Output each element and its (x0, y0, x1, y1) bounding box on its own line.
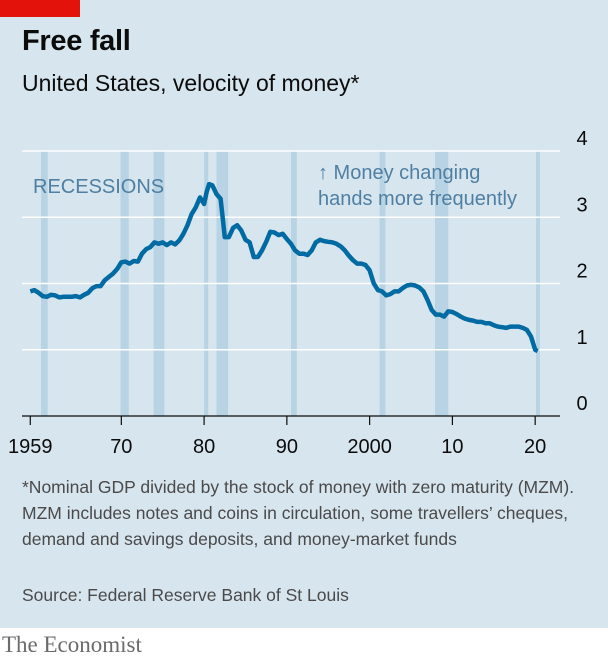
source-note: Source: Federal Reserve Bank of St Louis (22, 585, 349, 605)
brand-red-tag (0, 0, 80, 17)
footnote: *Nominal GDP divided by the stock of mon… (22, 477, 575, 549)
y-tick-label-0: 0 (576, 393, 587, 415)
y-tick-label-3: 3 (576, 194, 587, 216)
y-tick-label-4: 4 (576, 128, 587, 150)
brand-wordmark: The Economist (2, 632, 142, 657)
series-layer (29, 181, 539, 354)
line-chart: 0 1 2 3 4 1959 70 80 90 2000 10 20 RECESSIONS ↑ Mo… (8, 128, 588, 458)
x-axis-ticks: 1959 70 80 90 2000 10 20 (8, 416, 546, 458)
x-tick-label-80: 80 (193, 436, 215, 458)
x-tick-label-20: 20 (524, 436, 546, 458)
annotation-line-2: hands more frequently (318, 188, 517, 210)
y-tick-label-2: 2 (576, 261, 587, 283)
recessions-label: RECESSIONS (33, 176, 164, 198)
x-tick-label-90: 90 (276, 436, 298, 458)
y-tick-label-1: 1 (576, 327, 587, 349)
x-tick-label-2000: 2000 (347, 436, 392, 458)
annotation-line-1: ↑ Money changing (318, 162, 480, 184)
x-tick-label-70: 70 (110, 436, 132, 458)
y-axis-ticks: 0 1 2 3 4 (576, 128, 587, 415)
chart-subtitle: United States, velocity of money* (22, 70, 360, 96)
chart-title: Free fall (22, 25, 131, 57)
x-tick-label-1959: 1959 (8, 436, 53, 458)
x-tick-label-10: 10 (441, 436, 463, 458)
gridlines (22, 150, 560, 351)
chart-panel (0, 0, 608, 628)
series-line-1 (29, 181, 539, 354)
